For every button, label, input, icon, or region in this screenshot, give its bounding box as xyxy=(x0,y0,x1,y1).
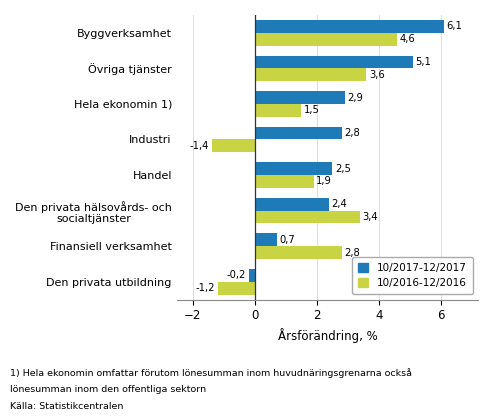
Bar xyxy=(255,126,342,139)
Text: 4,6: 4,6 xyxy=(400,34,416,44)
Text: 2,8: 2,8 xyxy=(344,128,360,138)
Text: 3,4: 3,4 xyxy=(363,212,378,222)
Text: 2,9: 2,9 xyxy=(347,92,363,102)
Text: 0,7: 0,7 xyxy=(279,235,295,245)
Bar xyxy=(218,282,255,295)
Bar xyxy=(255,175,314,188)
Text: 6,1: 6,1 xyxy=(446,21,462,31)
Text: 1) Hela ekonomin omfattar förutom lönesumman inom huvudnäringsgrenarna också: 1) Hela ekonomin omfattar förutom lönesu… xyxy=(10,369,412,379)
Text: -1,2: -1,2 xyxy=(196,283,215,293)
Text: 2,8: 2,8 xyxy=(344,248,360,258)
Text: 1,5: 1,5 xyxy=(304,105,320,115)
Text: 2,4: 2,4 xyxy=(332,199,348,209)
Bar xyxy=(255,198,329,210)
Bar xyxy=(211,139,255,152)
Bar xyxy=(255,210,360,223)
Bar xyxy=(255,246,342,259)
Legend: 10/2017-12/2017, 10/2016-12/2016: 10/2017-12/2017, 10/2016-12/2016 xyxy=(352,257,473,294)
Bar xyxy=(255,33,397,46)
Bar xyxy=(255,56,413,68)
Text: 5,1: 5,1 xyxy=(416,57,431,67)
Text: 3,6: 3,6 xyxy=(369,70,385,80)
Text: Källa: Statistikcentralen: Källa: Statistikcentralen xyxy=(10,401,123,411)
Bar xyxy=(255,162,332,175)
X-axis label: Årsförändring, %: Årsförändring, % xyxy=(278,328,378,343)
Bar xyxy=(248,269,255,282)
Text: 2,5: 2,5 xyxy=(335,163,351,173)
Text: lönesumman inom den offentliga sektorn: lönesumman inom den offentliga sektorn xyxy=(10,385,206,394)
Bar xyxy=(255,91,345,104)
Bar xyxy=(255,68,366,81)
Bar xyxy=(255,233,277,246)
Text: -1,4: -1,4 xyxy=(190,141,209,151)
Bar xyxy=(255,104,301,117)
Text: -0,2: -0,2 xyxy=(227,270,246,280)
Bar xyxy=(255,20,444,33)
Text: 1,9: 1,9 xyxy=(316,176,332,186)
